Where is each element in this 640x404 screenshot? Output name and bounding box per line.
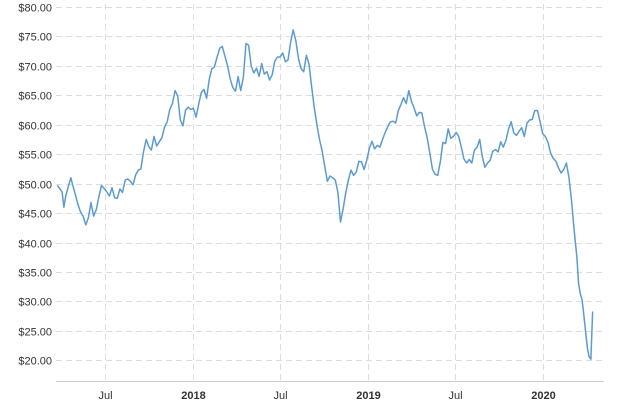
y-tick-label: $60.00 [18,121,52,133]
y-tick-label: $45.00 [18,209,52,221]
y-tick-label: $40.00 [18,239,52,251]
y-tick-label: $55.00 [18,150,52,162]
y-tick-label: $65.00 [18,91,52,103]
x-tick-label: Jul [448,390,462,402]
y-tick-label: $80.00 [18,3,52,15]
x-axis-labels: Jul 2018 Jul 2019 Jul 2020 [98,390,555,402]
x-tick-label: 2018 [181,390,205,402]
grid [56,4,604,381]
x-tick-label: 2020 [531,390,555,402]
y-tick-label: $20.00 [18,356,52,368]
x-tick-label: Jul [273,390,287,402]
x-tick-label: Jul [98,390,112,402]
y-axis-labels: $20.00 $25.00 $30.00 $35.00 $40.00 $45.00 $50.… [18,3,52,368]
y-tick-label: $25.00 [18,327,52,339]
y-tick-label: $35.00 [18,268,52,280]
y-tick-label: $70.00 [18,62,52,74]
x-tick-label: 2019 [356,390,380,402]
price-series-line [57,29,594,360]
y-tick-label: $50.00 [18,180,52,192]
y-tick-label: $30.00 [18,297,52,309]
y-tick-label: $75.00 [18,32,52,44]
